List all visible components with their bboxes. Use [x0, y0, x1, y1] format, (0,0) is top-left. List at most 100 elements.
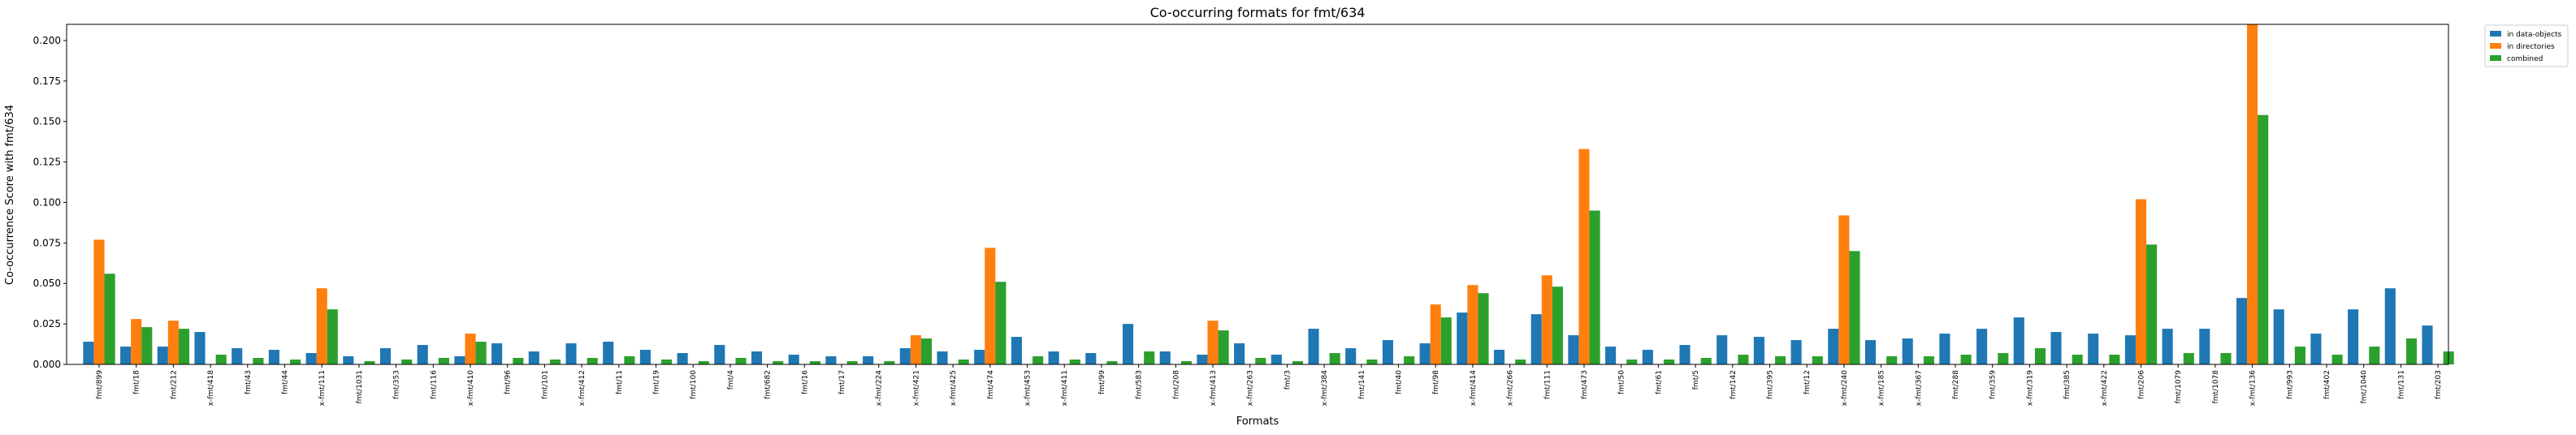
bar	[1478, 293, 1489, 364]
bar	[1605, 347, 1617, 364]
bar	[2294, 347, 2305, 364]
bar	[316, 288, 327, 364]
x-tick-label: fmt/43	[245, 370, 253, 394]
bar	[1738, 355, 1749, 364]
bar	[2310, 334, 2322, 364]
x-tick-label: x-fmt/240	[1841, 370, 1849, 407]
bar	[1976, 329, 1988, 364]
x-tick-label: fmt/1078	[2212, 370, 2220, 404]
x-tick-label: fmt/682	[764, 370, 773, 399]
x-tick-label: fmt/142	[1730, 370, 1738, 399]
x-tick-label: fmt/16	[801, 370, 809, 394]
bar	[2146, 244, 2158, 364]
bar	[1552, 286, 1563, 364]
y-tick-label: 0.150	[33, 116, 61, 127]
legend-label: combined	[2507, 55, 2543, 63]
bar	[1753, 337, 1764, 364]
bar	[1329, 353, 1340, 364]
bar	[491, 343, 503, 364]
bar	[104, 273, 115, 364]
bar	[1069, 360, 1080, 364]
y-tick-label: 0.025	[33, 318, 61, 329]
x-tick-label: fmt/1079	[2175, 370, 2183, 404]
y-tick-label: 0.075	[33, 237, 61, 248]
x-tick-label: fmt/473	[1581, 370, 1589, 399]
bar	[528, 351, 539, 364]
bar	[884, 361, 895, 364]
bar	[268, 350, 279, 364]
x-tick-label: x-fmt/414	[1470, 370, 1478, 407]
x-tick-label: fmt/99	[1098, 370, 1106, 394]
x-tick-label: fmt/17	[838, 370, 846, 394]
x-tick-label: x-fmt/453	[1024, 370, 1033, 406]
bar	[1790, 340, 1802, 364]
bar	[995, 282, 1007, 364]
x-ticks: fmt/899 fmt/18 fmt/212 x-fmt/418 fmt/43 fmt/4…	[96, 364, 2443, 406]
bars-layer	[83, 24, 2454, 365]
bar	[1345, 348, 1357, 364]
bar	[253, 358, 264, 364]
bar	[1197, 355, 1208, 364]
bar	[343, 356, 354, 364]
bar	[327, 309, 338, 364]
bar	[1541, 275, 1552, 364]
x-tick-label: x-fmt/384	[1321, 370, 1329, 407]
bar	[232, 348, 243, 364]
bar	[1271, 355, 1282, 364]
bar	[2034, 348, 2046, 364]
bar	[194, 332, 206, 364]
bar	[1886, 356, 1898, 364]
bar	[2369, 347, 2380, 364]
bar	[178, 329, 190, 364]
bar	[624, 356, 635, 364]
bar	[910, 335, 921, 364]
x-tick-label: fmt/395	[1767, 370, 1775, 399]
bar	[1642, 350, 1653, 364]
x-tick-label: x-fmt/422	[2101, 370, 2109, 406]
bar	[920, 338, 933, 364]
bar	[2199, 329, 2210, 364]
x-tick-label: fmt/385	[2063, 370, 2072, 399]
bar	[1218, 330, 1229, 364]
bar	[379, 348, 392, 364]
x-tick-label: x-fmt/413	[1210, 370, 1218, 406]
bar	[2013, 317, 2024, 364]
bar	[985, 248, 996, 364]
bar	[2072, 355, 2083, 364]
x-tick-label: x-fmt/418	[207, 370, 215, 407]
bar	[290, 360, 301, 364]
x-tick-label: fmt/50	[1618, 370, 1626, 394]
x-tick-label: x-fmt/410	[467, 370, 475, 407]
bar	[438, 358, 449, 364]
bar	[698, 361, 709, 364]
bar	[1864, 340, 1877, 364]
bar	[788, 355, 799, 364]
x-tick-label: x-fmt/412	[578, 370, 587, 406]
bar	[1419, 343, 1431, 364]
bar	[1255, 358, 1266, 364]
x-tick-label: fmt/583	[1136, 370, 1144, 399]
bar	[1144, 351, 1155, 364]
bar	[1308, 329, 1319, 364]
bar	[1033, 356, 1044, 364]
bar	[215, 355, 227, 364]
legend-frame	[2484, 24, 2569, 67]
bar	[1404, 356, 1415, 364]
x-axis-label: Formats	[1236, 416, 1279, 428]
x-tick-label: x-fmt/136	[2249, 370, 2258, 407]
bar	[1998, 353, 2009, 364]
bar	[1457, 312, 1468, 364]
bar	[2050, 332, 2062, 364]
bar	[1939, 334, 1950, 364]
bar	[1849, 251, 1860, 364]
bar	[2331, 355, 2343, 364]
bar	[401, 360, 413, 364]
bar	[120, 347, 132, 364]
bar	[1382, 340, 1393, 364]
y-tick-label: 0.050	[33, 278, 61, 289]
bar	[1493, 350, 1505, 364]
bar	[1589, 210, 1600, 364]
x-tick-label: x-fmt/411	[1061, 370, 1069, 406]
bar	[465, 334, 476, 364]
x-tick-label: fmt/141	[1358, 370, 1366, 399]
